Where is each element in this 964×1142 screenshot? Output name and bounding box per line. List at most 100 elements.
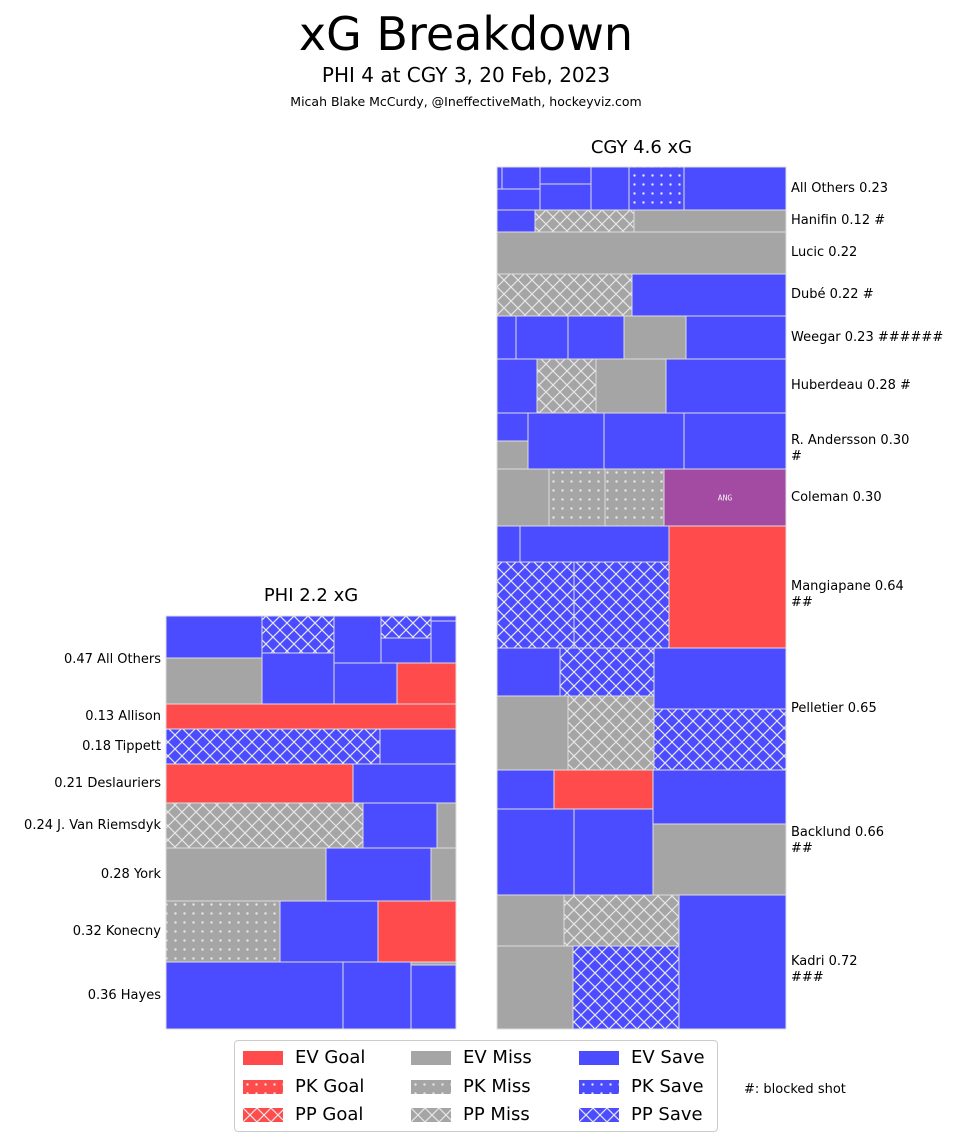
cgy-shot-tile xyxy=(595,358,667,414)
cgy-shot-tile xyxy=(668,525,787,649)
phi-shot-tile-pattern xyxy=(261,615,335,654)
cgy-shot-tile xyxy=(683,412,787,470)
legend-swatch xyxy=(411,1079,451,1094)
cgy-player-label: Mangiapane 0.64 ## xyxy=(791,579,904,610)
chart-title: xG Breakdown xyxy=(298,7,634,61)
phi-shot-tile xyxy=(325,847,432,902)
phi-shot-tile xyxy=(342,961,412,1030)
cgy-player-label: Hanifin 0.12 # xyxy=(791,213,886,228)
cgy-player-label: Lucic 0.22 xyxy=(791,245,858,260)
cgy-shot-tile-pattern xyxy=(534,209,635,233)
cgy-player-label: Dubé 0.22 # xyxy=(791,287,874,302)
legend: EV Goal PK Goal PP Goal EV Miss PK Miss PP Mi… xyxy=(234,1040,718,1132)
phi-shot-tile-pattern xyxy=(165,802,364,849)
cgy-shot-tile xyxy=(652,769,787,825)
phi-shot-tile-pattern xyxy=(380,615,432,639)
cgy-shot-tile-pattern xyxy=(567,695,655,771)
cgy-shot-tile xyxy=(496,894,565,947)
cgy-shot-tile xyxy=(496,769,555,810)
phi-shot-tile xyxy=(165,847,327,902)
legend-swatch xyxy=(243,1079,283,1094)
phi-shot-tile xyxy=(430,615,457,622)
phi-shot-tile xyxy=(410,964,457,1030)
cgy-player-label: Backlund 0.66 ## xyxy=(791,824,884,856)
legend-label: EV Goal xyxy=(295,1047,366,1068)
phi-shot-tile xyxy=(436,802,457,849)
cgy-shot-tile xyxy=(567,315,625,360)
cgy-shot-tile xyxy=(496,188,541,211)
phi-player-label: 0.32 Konecny xyxy=(72,923,161,939)
phi-shot-tile xyxy=(333,615,382,664)
empty-net-tag: ANG xyxy=(718,494,733,503)
phi-player-label: 0.28 York xyxy=(100,866,161,882)
cgy-shot-tile-pattern xyxy=(573,561,670,649)
phi-shot-tile xyxy=(362,802,438,849)
legend-swatch xyxy=(243,1051,283,1065)
phi-shot-tile xyxy=(165,703,457,730)
phi-player-label: 0.47 All Others xyxy=(63,652,161,667)
phi-player-label: 0.36 Hayes xyxy=(87,987,161,1003)
legend-label: PK Goal xyxy=(295,1075,365,1097)
cgy-shot-tile xyxy=(539,183,592,211)
cgy-shot-tile xyxy=(496,358,538,414)
legend-swatch xyxy=(243,1108,283,1122)
legend-label: PP Save xyxy=(631,1104,703,1125)
legend-label: PK Save xyxy=(631,1075,704,1097)
legend-swatch xyxy=(579,1051,619,1065)
cgy-shot-tile xyxy=(496,525,521,563)
phi-shot-tile xyxy=(165,615,263,659)
cgy-shot-tile xyxy=(652,823,787,896)
cgy-shot-tile xyxy=(496,166,503,190)
phi-player-label: 0.24 J. Van Riemsdyk xyxy=(24,817,161,833)
cgy-shot-tile xyxy=(678,894,787,1030)
cgy-player-label: Huberdeau 0.28 # xyxy=(791,378,911,393)
legend-label: PK Miss xyxy=(463,1075,531,1097)
cgy-shot-tile xyxy=(631,273,787,317)
blocked-shot-note: #: blocked shot xyxy=(744,1082,846,1097)
cgy-shot-tile xyxy=(603,412,685,470)
phi-player-label: 0.21 Deslauriers xyxy=(54,775,161,791)
chart-credit: Micah Blake McCurdy, @IneffectiveMath, h… xyxy=(290,94,642,109)
cgy-panel-title: CGY 4.6 xG xyxy=(590,137,693,158)
phi-shot-tile-pattern xyxy=(165,900,281,963)
phi-shot-tile xyxy=(352,763,457,804)
cgy-player-label: Coleman 0.30 xyxy=(791,489,882,505)
cgy-shot-tile xyxy=(496,315,517,360)
legend-swatch xyxy=(579,1108,619,1122)
phi-panel-title: PHI 2.2 xG xyxy=(263,585,359,606)
cgy-shot-tile-pattern xyxy=(628,166,685,211)
legend-label: EV Miss xyxy=(463,1047,532,1068)
phi-shot-tile-pattern xyxy=(165,728,381,765)
legend-label: EV Save xyxy=(631,1047,705,1068)
legend-swatch xyxy=(411,1108,451,1122)
cgy-shot-tile xyxy=(590,166,630,211)
legend-label: PP Goal xyxy=(295,1104,364,1125)
phi-shot-tile xyxy=(380,637,432,664)
cgy-shot-tile xyxy=(515,315,569,360)
cgy-shot-tile xyxy=(665,358,787,414)
cgy-shot-tile xyxy=(685,315,787,360)
phi-shot-tile xyxy=(396,662,457,705)
phi-shot-tile xyxy=(430,620,457,664)
cgy-shot-tile xyxy=(496,647,561,697)
phi-player-label: 0.13 Allison xyxy=(85,708,161,724)
cgy-player-label: Pelletier 0.65 xyxy=(791,701,877,716)
legend-swatch xyxy=(579,1079,619,1094)
cgy-player-label: Kadri 0.72 ### xyxy=(791,954,858,985)
phi-shot-tile xyxy=(279,900,379,963)
cgy-shot-tile-pattern xyxy=(548,468,606,527)
cgy-shot-tile xyxy=(496,209,536,233)
cgy-shot-tile xyxy=(653,647,787,710)
legend-swatch xyxy=(411,1051,451,1065)
cgy-shot-tile xyxy=(496,231,787,275)
cgy-shot-tile xyxy=(527,412,605,470)
cgy-shot-tile-pattern xyxy=(559,647,655,697)
cgy-shot-tile xyxy=(633,209,787,233)
phi-shot-tile xyxy=(165,657,263,705)
cgy-shot-tile-pattern xyxy=(572,945,680,1030)
cgy-player-label: All Others 0.23 xyxy=(791,180,889,196)
phi-shot-tile xyxy=(261,652,335,705)
cgy-shot-tile xyxy=(623,315,687,360)
cgy-shot-tile xyxy=(539,166,592,185)
